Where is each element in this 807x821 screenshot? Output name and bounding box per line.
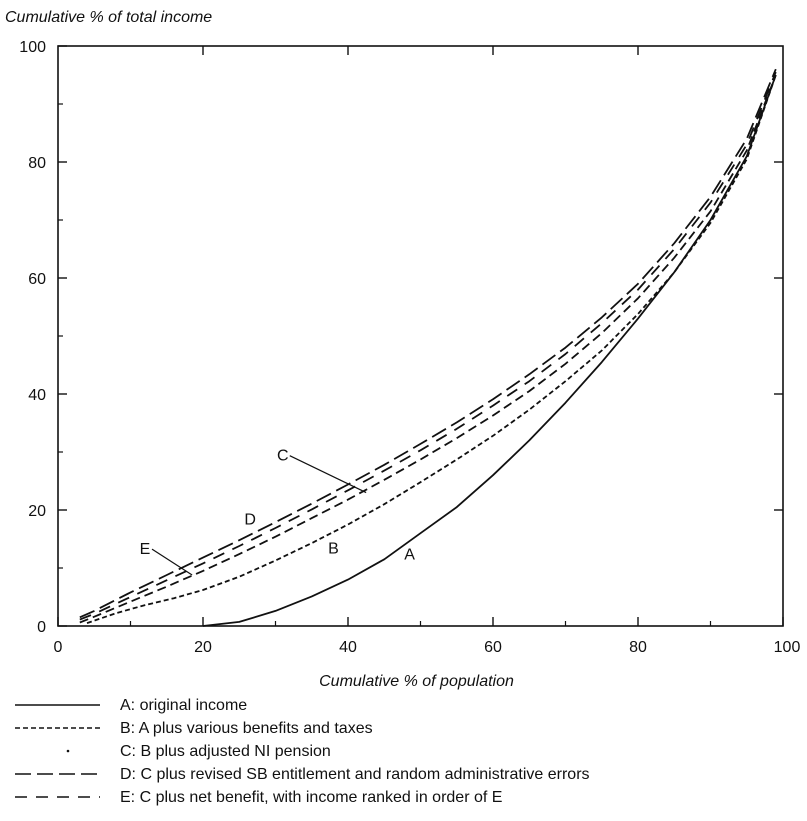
x-axis-title: Cumulative % of population: [319, 673, 514, 690]
y-axis-title: Cumulative % of total income: [5, 9, 212, 26]
x-tick-label: 40: [339, 639, 357, 656]
series-b-line: [86, 74, 777, 624]
legend-label: B: A plus various benefits and taxes: [120, 720, 373, 737]
curve-label-c: C: [277, 448, 289, 465]
y-tick-label: 40: [28, 387, 46, 404]
series-lines: [79, 68, 777, 627]
legend-label: C: B plus adjusted NI pension: [120, 743, 331, 760]
y-tick-label: 20: [28, 503, 46, 520]
x-tick-label: 100: [774, 639, 801, 656]
y-tick-label: 100: [19, 39, 46, 56]
x-tick-label: 60: [484, 639, 502, 656]
axis-tick-labels: 0 20 40 60 80 100 0 20 40 60 80 100: [19, 39, 800, 656]
series-e-line: [79, 71, 777, 621]
curve-annotations: C D E B A: [140, 448, 415, 576]
legend-label: D: C plus revised SB entitlement and ran…: [120, 766, 590, 783]
legend-item-a: A: original income: [15, 697, 247, 714]
curve-label-a: A: [404, 546, 415, 563]
legend-item-c: C: B plus adjusted NI pension: [66, 743, 331, 760]
curve-label-e: E: [140, 541, 151, 558]
leader-line-e: [151, 548, 193, 576]
series-d-line: [79, 68, 777, 619]
legend-label: A: original income: [120, 697, 247, 714]
legend-item-d: D: C plus revised SB entitlement and ran…: [15, 766, 590, 783]
leader-line-c: [289, 455, 367, 494]
plot-area-frame: [57, 45, 784, 627]
curve-label-d: D: [244, 512, 256, 529]
y-tick-label: 80: [28, 155, 46, 172]
x-tick-label: 0: [54, 639, 63, 656]
legend-item-b: B: A plus various benefits and taxes: [15, 720, 373, 737]
y-tick-label: 60: [28, 271, 46, 288]
x-tick-label: 80: [629, 639, 647, 656]
legend-label: E: C plus net benefit, with income ranke…: [120, 789, 502, 806]
axis-ticks: [57, 45, 784, 627]
series-c-line: [79, 74, 777, 624]
legend-item-e: E: C plus net benefit, with income ranke…: [15, 789, 502, 806]
legend: A: original income B: A plus various bene…: [15, 697, 590, 806]
curve-label-b: B: [328, 541, 339, 558]
legend-swatch: [66, 749, 70, 753]
y-tick-label: 0: [37, 619, 46, 636]
x-tick-label: 20: [194, 639, 212, 656]
series-a-line: [202, 74, 777, 627]
